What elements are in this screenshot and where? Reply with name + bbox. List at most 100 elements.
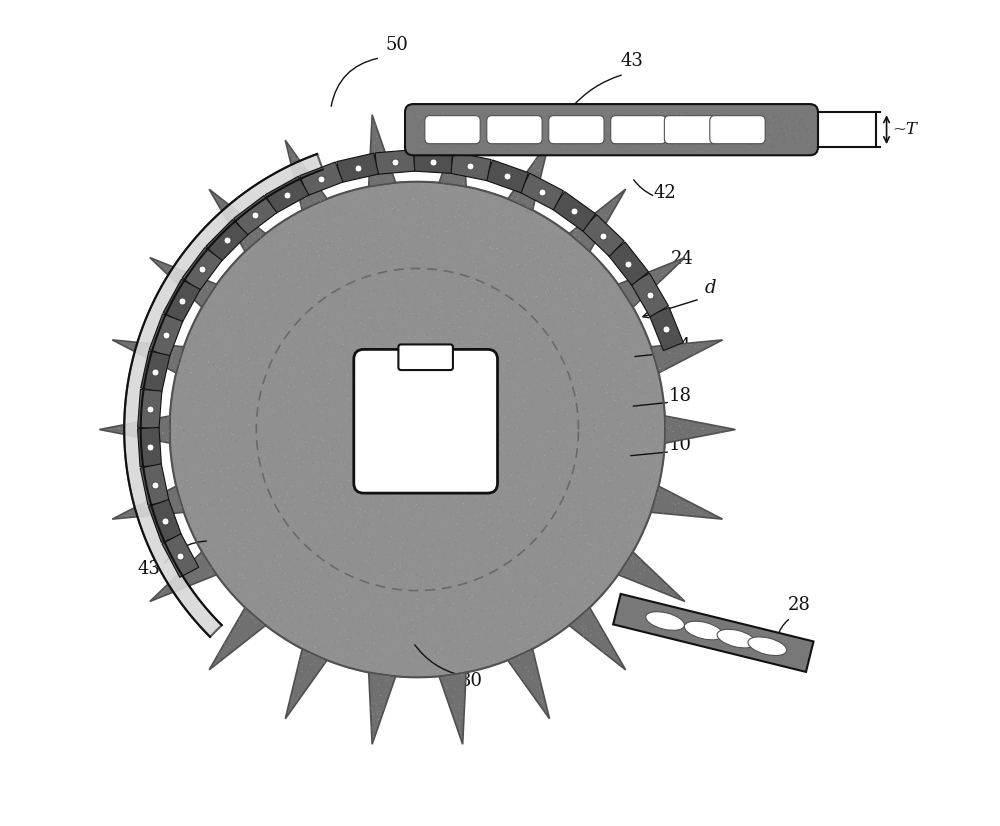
Point (290, 627, 306, 640)
Point (789, 111, 805, 124)
Point (521, 485, 537, 498)
Point (429, 310, 445, 323)
Polygon shape (582, 215, 624, 256)
Point (518, 481, 534, 494)
Point (197, 474, 213, 487)
Point (434, 579, 450, 592)
Point (385, 517, 401, 530)
Point (202, 349, 218, 362)
Point (467, 354, 483, 368)
Point (387, 422, 403, 435)
Point (566, 126, 582, 139)
Point (425, 238, 441, 251)
Point (502, 109, 518, 122)
Point (173, 421, 189, 434)
Point (219, 440, 235, 453)
Point (456, 647, 472, 660)
Point (347, 425, 363, 439)
Point (358, 656, 374, 669)
Point (340, 367, 356, 380)
Point (280, 272, 296, 285)
Point (197, 420, 213, 434)
Point (419, 664, 435, 677)
Point (470, 129, 486, 142)
Polygon shape (163, 279, 200, 323)
Point (434, 229, 450, 242)
Point (649, 427, 665, 440)
Point (469, 434, 485, 447)
Point (493, 255, 509, 268)
Point (501, 214, 517, 227)
Point (309, 555, 325, 568)
Point (633, 343, 649, 356)
Point (222, 498, 238, 511)
Point (602, 127, 618, 140)
Point (489, 509, 505, 522)
Point (493, 121, 509, 135)
Point (185, 446, 201, 459)
Point (338, 449, 354, 462)
Point (333, 562, 349, 575)
Point (474, 508, 490, 521)
Point (440, 116, 456, 129)
Point (614, 569, 630, 582)
Point (222, 435, 238, 449)
Point (264, 440, 280, 453)
Point (291, 337, 307, 350)
Point (452, 354, 468, 368)
Point (467, 258, 483, 271)
Point (502, 485, 518, 498)
Point (465, 285, 481, 298)
Point (295, 411, 311, 425)
Point (603, 515, 619, 528)
Point (494, 121, 510, 135)
FancyBboxPatch shape (405, 104, 818, 155)
Point (289, 381, 305, 394)
Point (526, 373, 542, 386)
Point (650, 129, 666, 142)
Point (491, 221, 507, 234)
Point (408, 599, 424, 612)
Point (571, 229, 587, 242)
Point (601, 428, 617, 441)
Point (450, 702, 466, 715)
Point (239, 327, 255, 340)
Point (552, 548, 568, 561)
Point (136, 425, 152, 439)
Point (757, 113, 773, 126)
Point (306, 237, 322, 250)
Point (220, 386, 236, 399)
Point (785, 124, 801, 137)
Point (620, 126, 636, 140)
Point (434, 210, 450, 223)
Point (221, 399, 237, 412)
Point (300, 482, 316, 496)
Point (427, 510, 443, 523)
Point (440, 625, 456, 638)
Point (446, 407, 462, 420)
Point (222, 424, 238, 437)
Point (186, 429, 202, 442)
Point (433, 128, 449, 141)
Point (336, 539, 352, 553)
Point (370, 638, 386, 652)
Point (363, 636, 379, 649)
Point (524, 525, 540, 538)
Point (358, 431, 374, 444)
Point (504, 585, 520, 598)
Point (586, 412, 602, 425)
Point (352, 549, 368, 563)
Point (505, 353, 521, 366)
Point (381, 535, 397, 548)
Point (574, 260, 590, 273)
Point (559, 618, 575, 631)
Point (397, 504, 413, 517)
Point (470, 628, 486, 641)
Point (282, 424, 298, 437)
Point (520, 129, 536, 142)
Point (517, 116, 533, 130)
Point (479, 251, 495, 264)
Point (280, 343, 296, 356)
Point (428, 578, 444, 591)
Point (775, 121, 791, 134)
